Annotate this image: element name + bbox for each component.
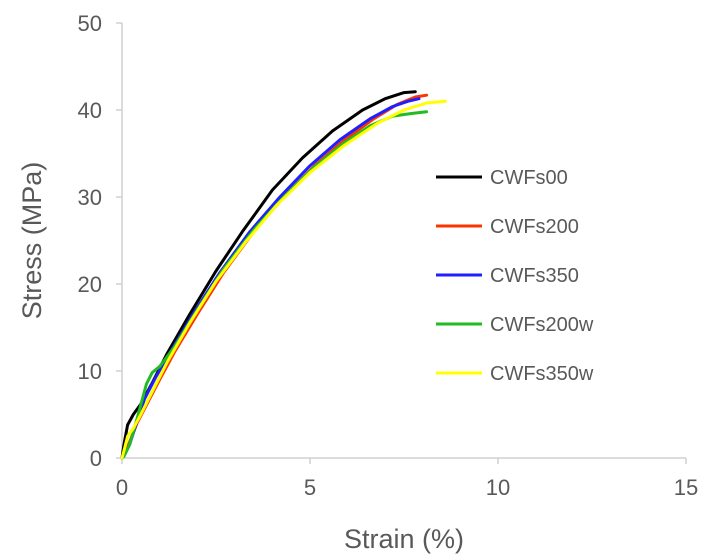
x-axis-ticks: 0 5 10 15 <box>116 458 698 500</box>
y-tick-label: 0 <box>90 446 102 471</box>
series-line-cwfs00 <box>120 90 417 460</box>
legend-label: CWFs200w <box>490 314 594 336</box>
legend-label: CWFs350 <box>490 265 579 287</box>
series-lines <box>120 90 447 460</box>
legend-label: CWFs00 <box>490 167 568 189</box>
x-tick-label: 0 <box>116 475 128 500</box>
y-tick-label: 30 <box>78 185 102 210</box>
x-tick-label: 5 <box>304 475 316 500</box>
x-tick-label: 10 <box>486 475 510 500</box>
series-line-cwfs200w <box>120 110 429 460</box>
series-line-cwfs200 <box>120 93 429 460</box>
series-line-cwfs350w <box>120 99 447 460</box>
y-tick-label: 50 <box>78 11 102 36</box>
y-tick-label: 40 <box>78 98 102 123</box>
legend-label: CWFs350w <box>490 363 594 385</box>
x-axis-title: Strain (%) <box>344 524 464 554</box>
y-axis-title: Stress (MPa) <box>17 162 47 320</box>
plot-area <box>121 23 686 459</box>
legend: CWFs00 CWFs200 CWFs350 CWFs200w CWFs350w <box>436 167 594 385</box>
y-tick-label: 10 <box>78 359 102 384</box>
legend-label: CWFs200 <box>490 216 579 238</box>
y-axis-ticks: 0 10 20 30 40 50 <box>78 11 122 471</box>
series-line-cwfs350 <box>120 97 421 460</box>
y-tick-label: 20 <box>78 272 102 297</box>
x-tick-label: 15 <box>674 475 698 500</box>
